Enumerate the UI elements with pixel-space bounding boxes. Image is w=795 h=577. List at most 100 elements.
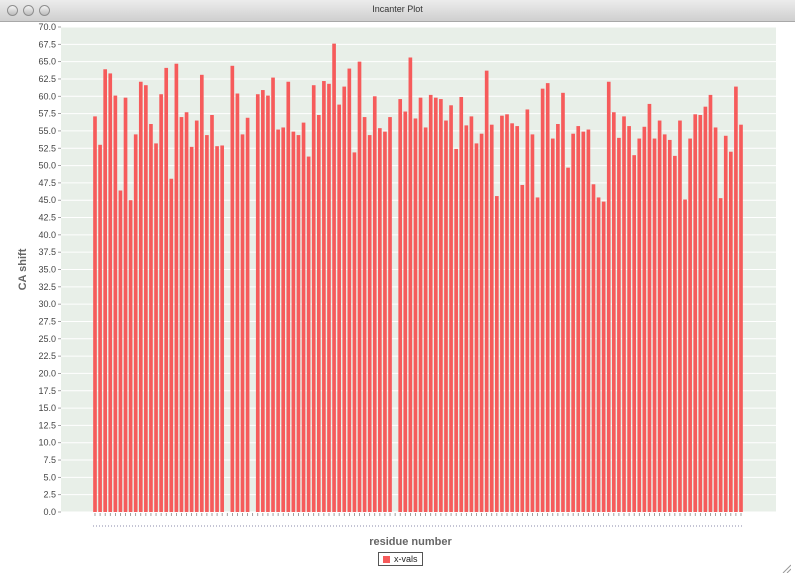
bar bbox=[479, 133, 484, 512]
bar bbox=[108, 73, 113, 513]
bar bbox=[367, 135, 372, 512]
bar bbox=[617, 137, 621, 513]
y-tick-label: 10.0 bbox=[38, 438, 56, 448]
bar bbox=[174, 63, 179, 512]
bar bbox=[601, 201, 606, 512]
bar bbox=[413, 118, 418, 513]
bar bbox=[571, 133, 575, 512]
bar bbox=[199, 74, 204, 512]
zoom-window-button[interactable] bbox=[39, 5, 50, 16]
y-tick-label: 7.5 bbox=[43, 455, 56, 465]
bar bbox=[591, 184, 596, 512]
bar bbox=[276, 129, 280, 512]
legend-swatch bbox=[383, 555, 390, 563]
bar bbox=[500, 115, 504, 512]
bar bbox=[505, 114, 509, 513]
bar bbox=[342, 86, 347, 512]
bar bbox=[306, 156, 311, 512]
bar bbox=[729, 151, 733, 512]
bar bbox=[673, 155, 677, 512]
bar bbox=[383, 131, 387, 512]
bar bbox=[184, 112, 189, 512]
bar bbox=[291, 131, 296, 512]
bar bbox=[525, 109, 530, 512]
bar bbox=[632, 155, 637, 512]
resize-grip-icon[interactable] bbox=[781, 563, 791, 573]
bar bbox=[327, 83, 331, 512]
bar bbox=[474, 143, 479, 512]
bar bbox=[489, 124, 494, 512]
bar bbox=[459, 96, 464, 512]
bar bbox=[454, 148, 458, 512]
y-tick-label: 30.0 bbox=[38, 299, 56, 309]
bar bbox=[495, 196, 499, 512]
bar bbox=[159, 94, 163, 513]
bar bbox=[378, 128, 382, 512]
bar bbox=[316, 114, 321, 513]
bar bbox=[667, 139, 672, 512]
bar bbox=[622, 116, 626, 512]
y-tick-label: 35.0 bbox=[38, 265, 56, 275]
bar bbox=[337, 104, 341, 512]
bar bbox=[469, 116, 474, 512]
minimize-window-button[interactable] bbox=[23, 5, 34, 16]
bar bbox=[464, 125, 469, 512]
bar bbox=[189, 146, 194, 513]
bar bbox=[520, 184, 525, 512]
bar bbox=[439, 99, 443, 512]
y-tick-label: 65.0 bbox=[38, 57, 56, 67]
y-tick-label: 20.0 bbox=[38, 368, 56, 378]
y-tick-label: 50.0 bbox=[38, 161, 56, 171]
bar bbox=[698, 114, 703, 513]
bar bbox=[408, 57, 413, 513]
bar bbox=[372, 96, 377, 512]
close-window-button[interactable] bbox=[7, 5, 18, 16]
y-tick-label: 12.5 bbox=[38, 420, 56, 430]
y-tick-label: 57.5 bbox=[38, 109, 56, 119]
y-tick-label: 0.0 bbox=[43, 507, 56, 517]
bar bbox=[566, 167, 570, 512]
bar bbox=[627, 126, 631, 512]
bar bbox=[133, 134, 138, 512]
bar bbox=[113, 95, 118, 512]
bar bbox=[154, 143, 158, 512]
y-tick-label: 32.5 bbox=[38, 282, 56, 292]
bar bbox=[449, 105, 453, 512]
bar bbox=[535, 197, 540, 512]
window-titlebar: Incanter Plot bbox=[0, 0, 795, 22]
bar bbox=[723, 135, 728, 512]
y-tick-label: 37.5 bbox=[38, 247, 56, 257]
bar bbox=[138, 81, 143, 513]
bar bbox=[357, 61, 362, 512]
bar bbox=[662, 134, 667, 512]
y-tick-label: 67.5 bbox=[38, 39, 56, 49]
y-tick-label: 15.0 bbox=[38, 403, 56, 413]
bar bbox=[678, 120, 682, 512]
bar bbox=[545, 83, 550, 512]
bar bbox=[255, 94, 260, 513]
bar bbox=[540, 88, 545, 512]
bar bbox=[556, 124, 560, 512]
bar bbox=[713, 127, 718, 513]
y-tick-label: 70.0 bbox=[38, 22, 56, 32]
bar bbox=[398, 99, 403, 512]
bar bbox=[261, 90, 265, 513]
y-tick-label: 2.5 bbox=[43, 490, 56, 500]
y-tick-label: 60.0 bbox=[38, 91, 56, 101]
bar bbox=[311, 85, 316, 512]
bar bbox=[194, 120, 199, 512]
bar bbox=[484, 70, 489, 513]
y-axis-label: CA shift bbox=[17, 248, 29, 290]
bar bbox=[230, 65, 235, 513]
bar bbox=[235, 93, 240, 512]
bar bbox=[688, 138, 692, 513]
bar bbox=[286, 81, 291, 513]
y-tick-label: 5.0 bbox=[43, 472, 56, 482]
y-tick-label: 40.0 bbox=[38, 230, 56, 240]
bar bbox=[561, 92, 565, 512]
plot-panel: 0.0 2.5 5.0 7.5 10.0 12.5 15.0 17.5 20.0 22.5 25.0… bbox=[0, 22, 795, 577]
y-tick-label: 42.5 bbox=[38, 213, 56, 223]
bar-chart: 0.0 2.5 5.0 7.5 10.0 12.5 15.0 17.5 20.0 22.5 25.0… bbox=[17, 22, 776, 548]
bar bbox=[118, 190, 123, 512]
y-tick-label: 47.5 bbox=[38, 178, 56, 188]
